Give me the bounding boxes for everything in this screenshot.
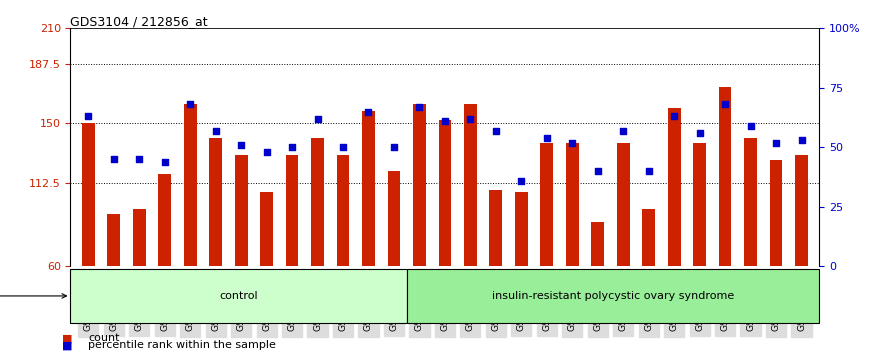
Point	[692, 130, 707, 136]
Text: control: control	[219, 291, 258, 301]
Bar	[210, 138, 222, 266]
Point	[641, 168, 655, 174]
Bar	[693, 143, 706, 266]
Point	[540, 135, 554, 141]
Bar	[566, 143, 579, 266]
Bar	[388, 171, 400, 266]
Point	[769, 140, 783, 145]
Bar	[464, 104, 477, 266]
Point	[107, 156, 121, 162]
Bar	[540, 143, 553, 266]
Bar	[744, 138, 757, 266]
Point	[234, 142, 248, 148]
Point	[515, 178, 529, 183]
Bar	[107, 214, 120, 266]
Point	[463, 116, 478, 121]
Text: count: count	[88, 333, 120, 343]
Bar	[184, 104, 196, 266]
Point	[285, 144, 300, 150]
Point	[667, 114, 681, 119]
Text: GDS3104 / 212856_at: GDS3104 / 212856_at	[70, 15, 208, 28]
Point	[260, 149, 274, 155]
Point	[412, 104, 426, 110]
Point	[158, 159, 172, 164]
Bar	[285, 155, 299, 266]
Bar	[413, 104, 426, 266]
Point	[183, 102, 197, 107]
Bar	[82, 124, 94, 266]
Point	[361, 109, 375, 114]
Point	[310, 116, 324, 121]
Point	[336, 144, 350, 150]
Text: percentile rank within the sample: percentile rank within the sample	[88, 341, 276, 350]
Bar	[133, 209, 145, 266]
Bar	[70, 28, 407, 266]
Point	[81, 114, 95, 119]
Bar	[719, 87, 731, 266]
Bar	[591, 222, 604, 266]
Bar	[362, 111, 374, 266]
Bar	[796, 155, 808, 266]
Bar	[337, 155, 350, 266]
Bar	[311, 138, 324, 266]
Bar	[642, 209, 655, 266]
Point	[489, 128, 503, 133]
Point	[590, 168, 604, 174]
Text: disease state: disease state	[0, 291, 66, 301]
Bar	[234, 155, 248, 266]
Text: insulin-resistant polycystic ovary syndrome: insulin-resistant polycystic ovary syndr…	[492, 291, 734, 301]
Point	[718, 102, 732, 107]
Point	[795, 137, 809, 143]
Point	[387, 144, 401, 150]
Bar	[407, 28, 819, 266]
Bar	[515, 192, 528, 266]
Point	[744, 123, 758, 129]
Bar	[260, 192, 273, 266]
Point	[209, 128, 223, 133]
Text: ■: ■	[62, 341, 72, 350]
Bar	[770, 160, 782, 266]
Point	[616, 128, 630, 133]
Point	[566, 140, 580, 145]
Point	[438, 118, 452, 124]
Bar	[439, 120, 451, 266]
Bar	[617, 143, 630, 266]
FancyBboxPatch shape	[70, 269, 407, 323]
Text: ■: ■	[62, 333, 72, 343]
Point	[132, 156, 146, 162]
FancyBboxPatch shape	[407, 269, 819, 323]
Bar	[159, 174, 171, 266]
Bar	[490, 190, 502, 266]
Bar	[668, 108, 680, 266]
